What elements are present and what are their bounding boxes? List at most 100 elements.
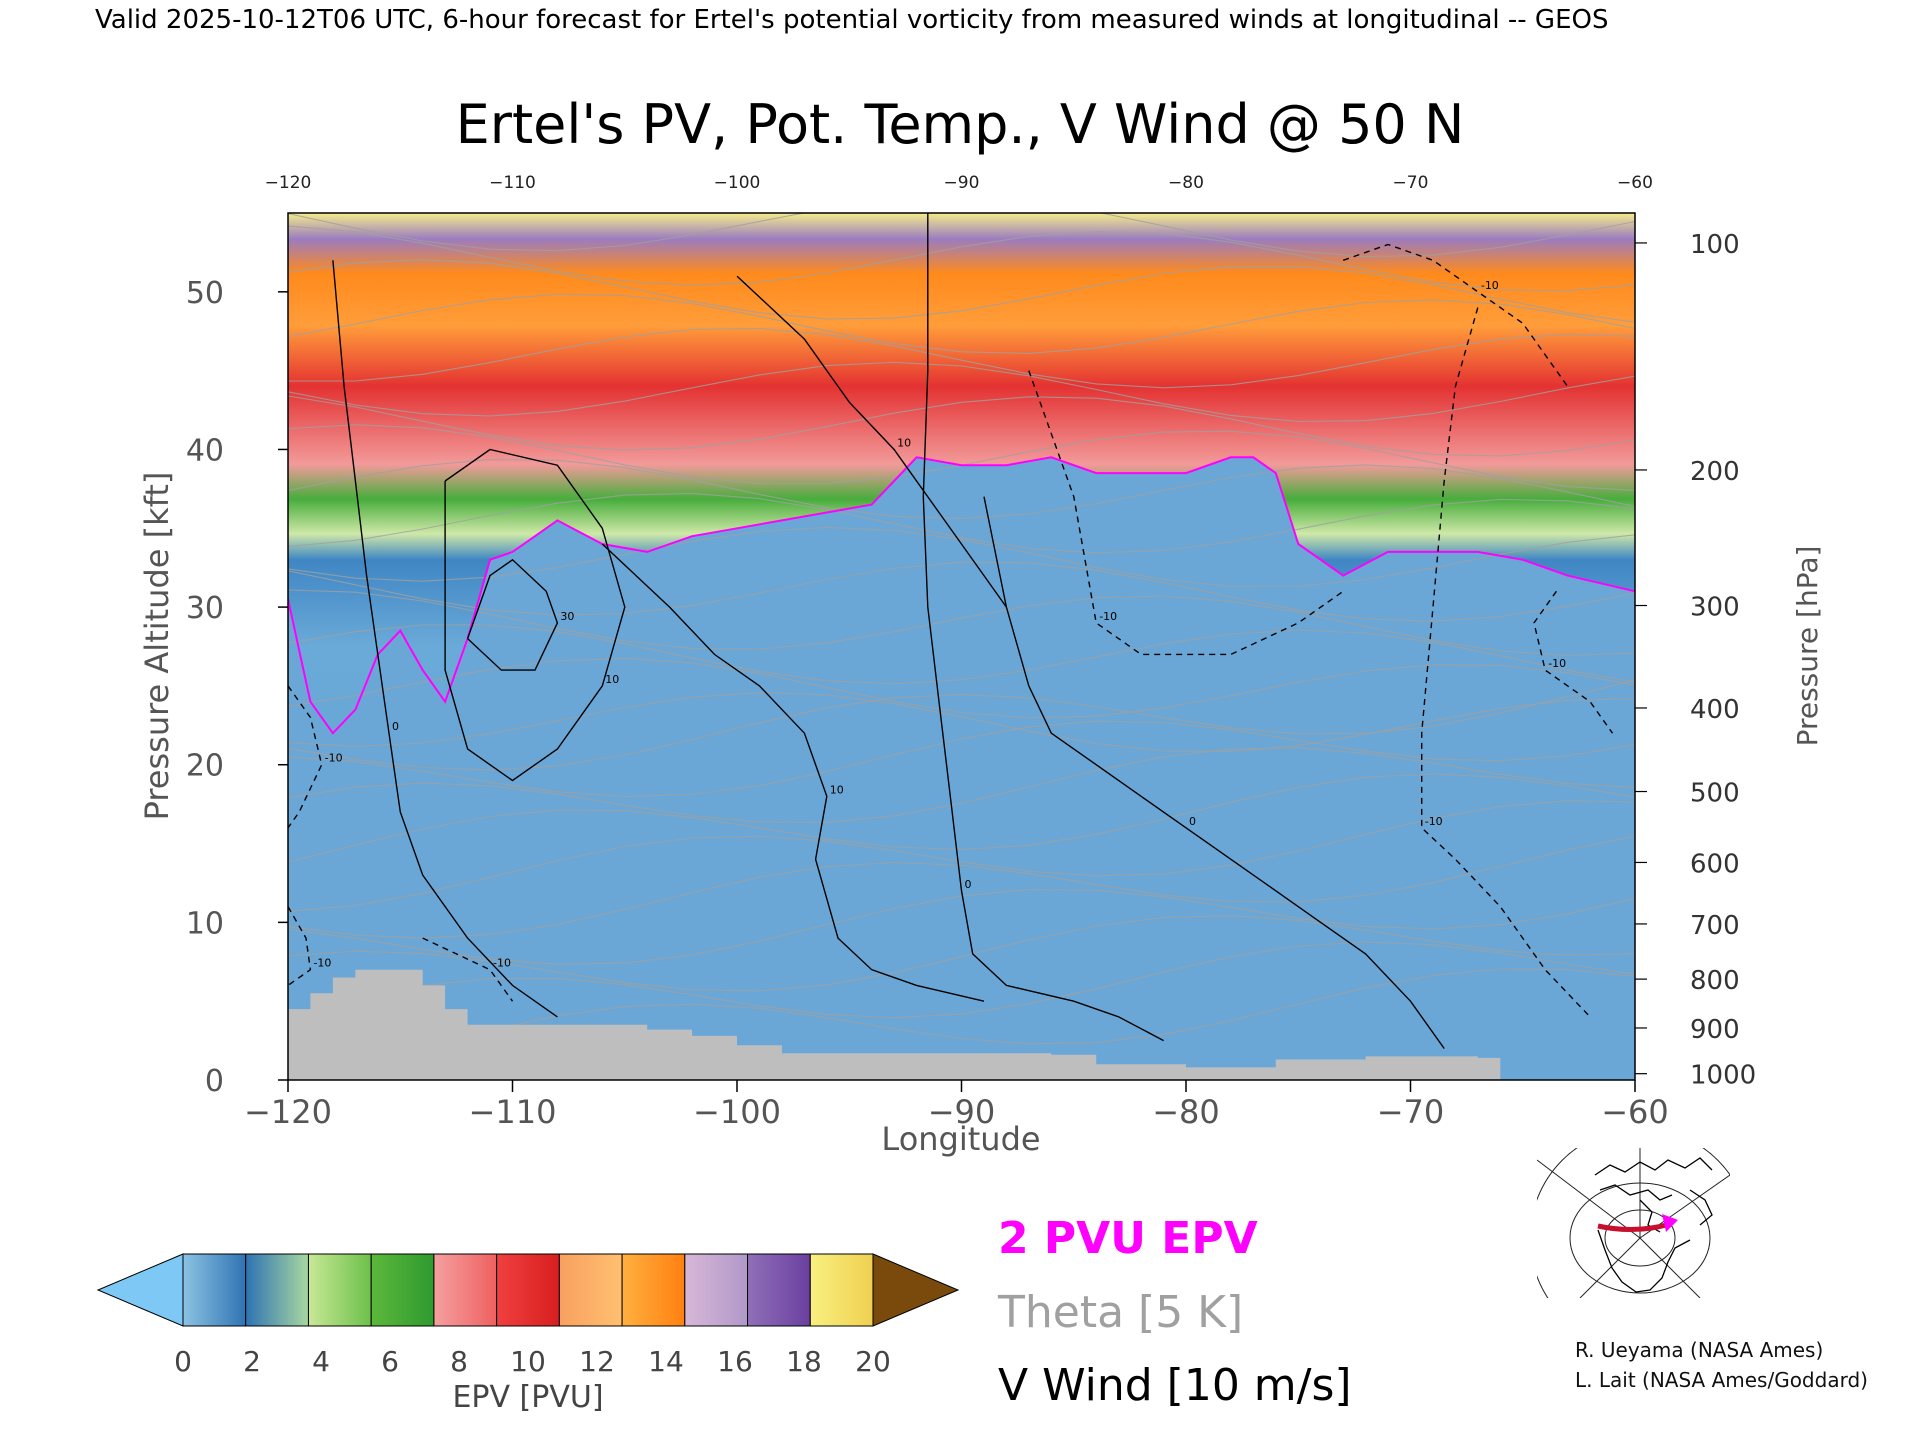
v-wind-contour — [1342, 243, 1569, 387]
x-tick-label: −90 — [928, 1093, 996, 1131]
top-x-tick-label: −100 — [714, 173, 761, 193]
v-wind-contour — [736, 275, 1007, 608]
theta-isentrope — [288, 679, 1635, 771]
top-x-tick-label: −80 — [1168, 173, 1204, 193]
theta-isentrope — [288, 692, 1635, 753]
theta-isentrope — [288, 915, 1635, 992]
theta-isentrope — [288, 225, 1635, 292]
v-wind-contour-label: -10 — [325, 752, 343, 765]
v-wind-contour — [332, 260, 558, 1018]
x-tick-label: −100 — [693, 1093, 781, 1131]
v-wind-contour — [466, 558, 559, 671]
theta-isentrope — [288, 747, 1635, 823]
colorbar-bin — [370, 1253, 435, 1327]
theta-isentrope — [288, 800, 1635, 912]
v-wind-contour — [288, 906, 312, 986]
theta-isentrope — [288, 395, 1635, 457]
inset-coastlines — [1594, 1157, 1713, 1293]
pressure-tick-label: 800 — [1690, 966, 1740, 996]
v-wind-contour — [1028, 370, 1344, 656]
theta-isentrope — [288, 459, 1635, 520]
colorbar-bin — [433, 1253, 498, 1327]
credit-line-2: L. Lait (NASA Ames/Goddard) — [1575, 1368, 1868, 1392]
v-wind-contour — [444, 448, 626, 782]
v-wind-contour-label: -10 — [313, 957, 331, 970]
colorbar-bin — [747, 1253, 811, 1327]
v-wind-contour-label: -10 — [1548, 657, 1566, 670]
theta-isentrope — [288, 773, 1635, 863]
x-tick-label: −120 — [244, 1093, 332, 1131]
inset-direction-marker — [1662, 1214, 1678, 1232]
theta-isentrope — [288, 657, 1635, 719]
theta-isentrope — [288, 293, 1635, 354]
x-tick-label: −110 — [469, 1093, 557, 1131]
y2-axis-label: Pressure [hPa] — [1791, 546, 1824, 747]
colorbar-bin — [684, 1253, 749, 1327]
colorbar-bin — [245, 1253, 309, 1327]
v-wind-contour-label: 10 — [897, 436, 911, 449]
legend-2pvu-epv: 2 PVU EPV — [998, 1213, 1258, 1264]
theta-isentrope — [288, 327, 1635, 389]
pressure-tick-label: 100 — [1690, 230, 1740, 260]
colorbar-tick-label: 16 — [717, 1345, 753, 1378]
v-wind-contour — [983, 496, 1445, 1049]
x-axis-label: Longitude — [881, 1120, 1040, 1158]
pressure-tick-label: 900 — [1690, 1015, 1740, 1045]
colorbar-bin — [809, 1253, 874, 1327]
pressure-tick-label: 500 — [1690, 779, 1740, 809]
pressure-tick-label: 600 — [1690, 849, 1740, 879]
v-wind-contour — [422, 937, 514, 1002]
top-x-tick-label: −110 — [489, 173, 536, 193]
pressure-tick-label: 300 — [1690, 593, 1740, 623]
colorbar-tick-label: 0 — [174, 1345, 192, 1378]
v-wind-contour-label: 10 — [830, 783, 844, 796]
y-tick-label: 10 — [186, 906, 224, 941]
colorbar-tick-label: 8 — [450, 1345, 468, 1378]
y-tick-label: 40 — [186, 433, 224, 468]
v-wind-contour — [601, 543, 985, 1002]
y-tick-label: 20 — [186, 749, 224, 784]
v-wind-contours: 0 0 0 10 30 10 10 -10 -10 -10 -10 -10 -10 -10 — [288, 213, 1614, 1049]
y-tick-label: 50 — [186, 276, 224, 311]
theta-isentrope — [288, 720, 1635, 798]
colorbar-under-arrow — [96, 1253, 184, 1327]
top-x-tick-label: −70 — [1393, 173, 1429, 193]
colorbar-tick-label: 2 — [243, 1345, 261, 1378]
v-wind-contour-label: 10 — [605, 673, 619, 686]
colorbar-bin — [558, 1253, 623, 1327]
v-wind-contour-label: 0 — [965, 878, 972, 891]
top-x-tick-label: −60 — [1617, 173, 1653, 193]
top-x-tick-label: −90 — [944, 173, 980, 193]
legend-theta: Theta [5 K] — [997, 1287, 1243, 1338]
theta-isentrope — [288, 259, 1635, 323]
contour-legend: 2 PVU EPV Theta [5 K] V Wind [10 m/s] — [997, 1213, 1352, 1411]
v-wind-contour — [1421, 307, 1591, 1018]
colorbar-bin — [496, 1253, 560, 1327]
colorbar-tick-label: 10 — [510, 1345, 546, 1378]
pressure-tick-label: 200 — [1690, 457, 1740, 487]
colorbar-tick-label: 4 — [312, 1345, 330, 1378]
inset-cross-section-line — [1597, 1221, 1671, 1233]
y-axis-label: Pressure Altitude [kft] — [138, 472, 176, 821]
colorbar-tick-label: 12 — [579, 1345, 615, 1378]
credits: R. Ueyama (NASA Ames) L. Lait (NASA Ames… — [1575, 1335, 1868, 1395]
y-tick-label: 30 — [186, 591, 224, 626]
colorbar-over-arrow — [872, 1253, 960, 1327]
theta-isentrope — [288, 835, 1635, 939]
theta-isentrope — [288, 589, 1635, 657]
colorbar-tick-label: 6 — [381, 1345, 399, 1378]
colorbar-tick-label: 20 — [855, 1345, 891, 1378]
chart-title: Ertel's PV, Pot. Temp., V Wind @ 50 N — [456, 93, 1465, 156]
colorbar-bin — [182, 1253, 247, 1327]
top-x-tick-label: −120 — [265, 173, 312, 193]
inset-locator-map — [1537, 1148, 1730, 1298]
x-tick-label: −60 — [1601, 1093, 1669, 1131]
theta-isentrope — [288, 624, 1635, 685]
cross-section-chart: Ertel's PV, Pot. Temp., V Wind @ 50 N 00… — [138, 93, 1824, 1158]
x-tick-label: −80 — [1152, 1093, 1220, 1131]
theta-isentrope — [288, 561, 1635, 622]
theta-isentrope — [288, 361, 1635, 423]
v-wind-contour-label: -10 — [493, 957, 511, 970]
epv-colorbar: 0 2 4 6 8 10 12 14 16 18 20 EPV [PVU] — [96, 1253, 960, 1415]
pressure-tick-label: 400 — [1690, 695, 1740, 725]
